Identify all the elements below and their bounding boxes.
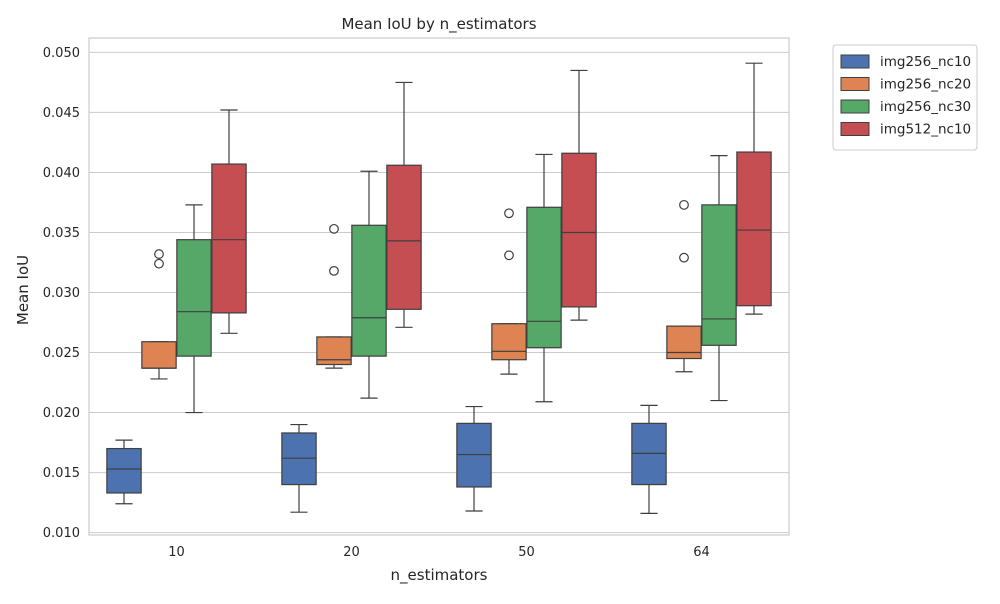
box-img256_nc10-20 [281,423,317,513]
y-tick-label: 0.040 [43,166,80,181]
box-img256_nc20-10 [141,249,177,380]
legend-label: img256_nc20 [880,77,971,93]
box-img256_nc30-10 [176,204,212,414]
box-img512_nc10-50 [561,69,597,321]
outlier-point [504,208,514,219]
box-iqr [526,206,562,349]
box-iqr [456,422,492,488]
legend-label: img512_nc10 [880,122,971,138]
outlier-point [679,252,689,263]
legend-swatch [840,54,870,69]
x-tick-label: 64 [693,545,710,560]
y-tick-label: 0.030 [43,286,80,301]
box-iqr [736,151,772,307]
y-tick-label: 0.020 [43,406,80,421]
legend: img256_nc10 img256_nc20 img256_nc30 img512_… [832,44,978,151]
box-iqr [701,204,737,346]
outlier-point [679,199,689,210]
box-iqr [316,336,352,366]
box-img512_nc10-20 [386,81,422,328]
y-tick-label: 0.050 [43,46,80,61]
box-iqr [141,341,177,369]
box-img256_nc30-20 [351,170,387,399]
outlier-point [154,258,164,269]
box-img256_nc10-50 [456,405,492,512]
x-tick-label: 50 [518,545,535,560]
outlier-point [329,265,339,276]
box-iqr [386,164,422,310]
box-iqr [351,224,387,357]
box-img256_nc10-64 [631,404,667,514]
box-img512_nc10-10 [211,109,247,334]
box-iqr [561,152,597,308]
legend-label: img256_nc10 [880,54,971,70]
y-axis-label: Mean IoU [14,255,32,325]
box-iqr [211,163,247,314]
legend-swatch [840,77,870,91]
y-tick-labels: 0.010 0.015 0.020 0.025 0.030 0.035 0.040 0.045… [43,46,80,541]
x-tick-label: 20 [343,545,360,560]
legend-swatch [840,99,870,114]
y-tick-label: 0.025 [43,346,80,361]
chart-title: Mean IoU by n_estimators [341,15,536,34]
legend-swatch [840,122,870,136]
x-axis-label: n_estimators [391,566,488,585]
box-img256_nc30-64 [701,155,737,402]
box-iqr [106,447,142,494]
outlier-point [329,223,339,234]
outlier-point [154,249,164,259]
box-iqr [666,325,702,360]
outlier-point [504,250,514,261]
x-tick-label: 10 [168,545,185,560]
box-iqr [281,432,317,486]
plot-frame [88,37,790,536]
box-iqr [631,422,667,486]
y-tick-label: 0.015 [43,466,80,481]
box-img256_nc20-64 [666,199,702,373]
y-tick-label: 0.035 [43,226,80,241]
box-series [106,62,772,514]
y-tick-label: 0.010 [43,526,80,541]
y-tick-label: 0.045 [43,106,80,121]
box-img512_nc10-64 [736,62,772,315]
box-iqr [491,323,527,361]
box-img256_nc10-10 [106,439,142,505]
x-tick-labels: 10 20 50 64 [168,545,710,560]
box-img256_nc20-50 [491,208,527,375]
legend-label: img256_nc30 [880,99,971,115]
box-img256_nc20-20 [316,223,352,369]
box-iqr [176,239,212,357]
box-img256_nc30-50 [526,153,562,403]
